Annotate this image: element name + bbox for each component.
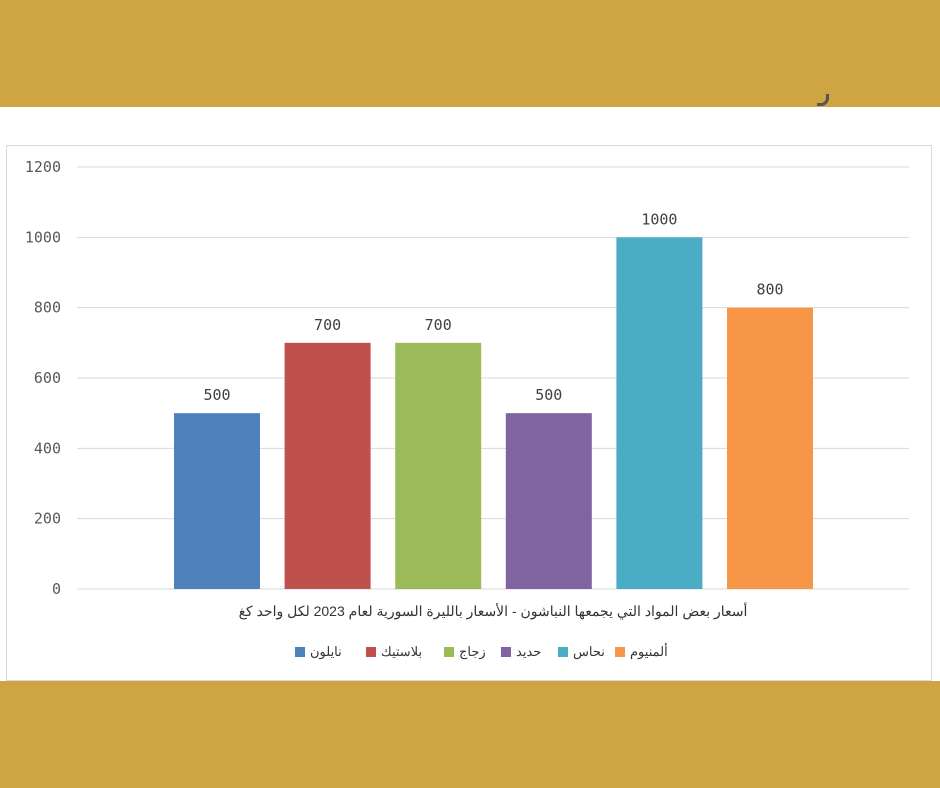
legend-label-3: زجاج <box>459 644 486 660</box>
data-label-4: 500 <box>535 386 562 404</box>
data-label-2: 700 <box>314 316 341 334</box>
bar-5 <box>616 237 703 589</box>
y-tick-label-400: 400 <box>34 439 61 457</box>
top-gold-band <box>0 0 940 107</box>
bar-2 <box>284 342 371 589</box>
chart-frame: 0 200 400 600 800 1000 1200 500 700 700 500 1000 80… <box>6 145 932 681</box>
bar-3 <box>395 342 482 589</box>
bar-6 <box>727 307 813 589</box>
legend-item-1: نايلون <box>295 644 342 660</box>
legend-swatch-4 <box>501 647 511 657</box>
legend-swatch-3 <box>444 647 454 657</box>
legend-swatch-1 <box>295 647 305 657</box>
legend-swatch-5 <box>558 647 568 657</box>
data-labels: 500 700 700 500 1000 800 <box>203 210 783 404</box>
y-tick-label-0: 0 <box>52 580 61 598</box>
bar-1 <box>174 413 260 589</box>
y-tick-label-1200: 1200 <box>25 158 61 176</box>
legend-item-4: حديد <box>501 644 541 659</box>
partial-letter-mark <box>817 94 829 106</box>
y-axis-ticks: 0 200 400 600 800 1000 1200 <box>25 158 61 598</box>
legend-label-6: ألمنيوم <box>630 643 668 660</box>
data-label-5: 1000 <box>641 210 677 228</box>
legend-swatch-6 <box>615 647 625 657</box>
y-tick-label-600: 600 <box>34 369 61 387</box>
legend-item-5: نحاس <box>558 644 605 660</box>
y-tick-label-800: 800 <box>34 299 61 317</box>
bar-4 <box>505 413 592 589</box>
legend-item-6: ألمنيوم <box>615 643 668 660</box>
bottom-gold-band <box>0 681 940 788</box>
x-axis-title: أسعار بعض المواد التي يجمعها النباشون - … <box>239 601 748 620</box>
bar-chart: 0 200 400 600 800 1000 1200 500 700 700 500 1000 80… <box>25 158 909 660</box>
data-label-6: 800 <box>756 281 783 299</box>
data-label-3: 700 <box>425 316 452 334</box>
y-tick-label-1000: 1000 <box>25 228 61 246</box>
legend: نايلون بلاستيك زجاج حديد نحاس ألمنيوم <box>295 643 668 660</box>
y-tick-label-200: 200 <box>34 510 61 528</box>
legend-label-2: بلاستيك <box>381 644 422 659</box>
bars <box>174 237 813 589</box>
legend-item-2: بلاستيك <box>366 644 422 659</box>
legend-label-5: نحاس <box>573 644 605 660</box>
legend-swatch-2 <box>366 647 376 657</box>
legend-label-1: نايلون <box>310 644 342 660</box>
data-label-1: 500 <box>203 386 230 404</box>
legend-item-3: زجاج <box>444 644 486 660</box>
legend-label-4: حديد <box>516 644 541 659</box>
